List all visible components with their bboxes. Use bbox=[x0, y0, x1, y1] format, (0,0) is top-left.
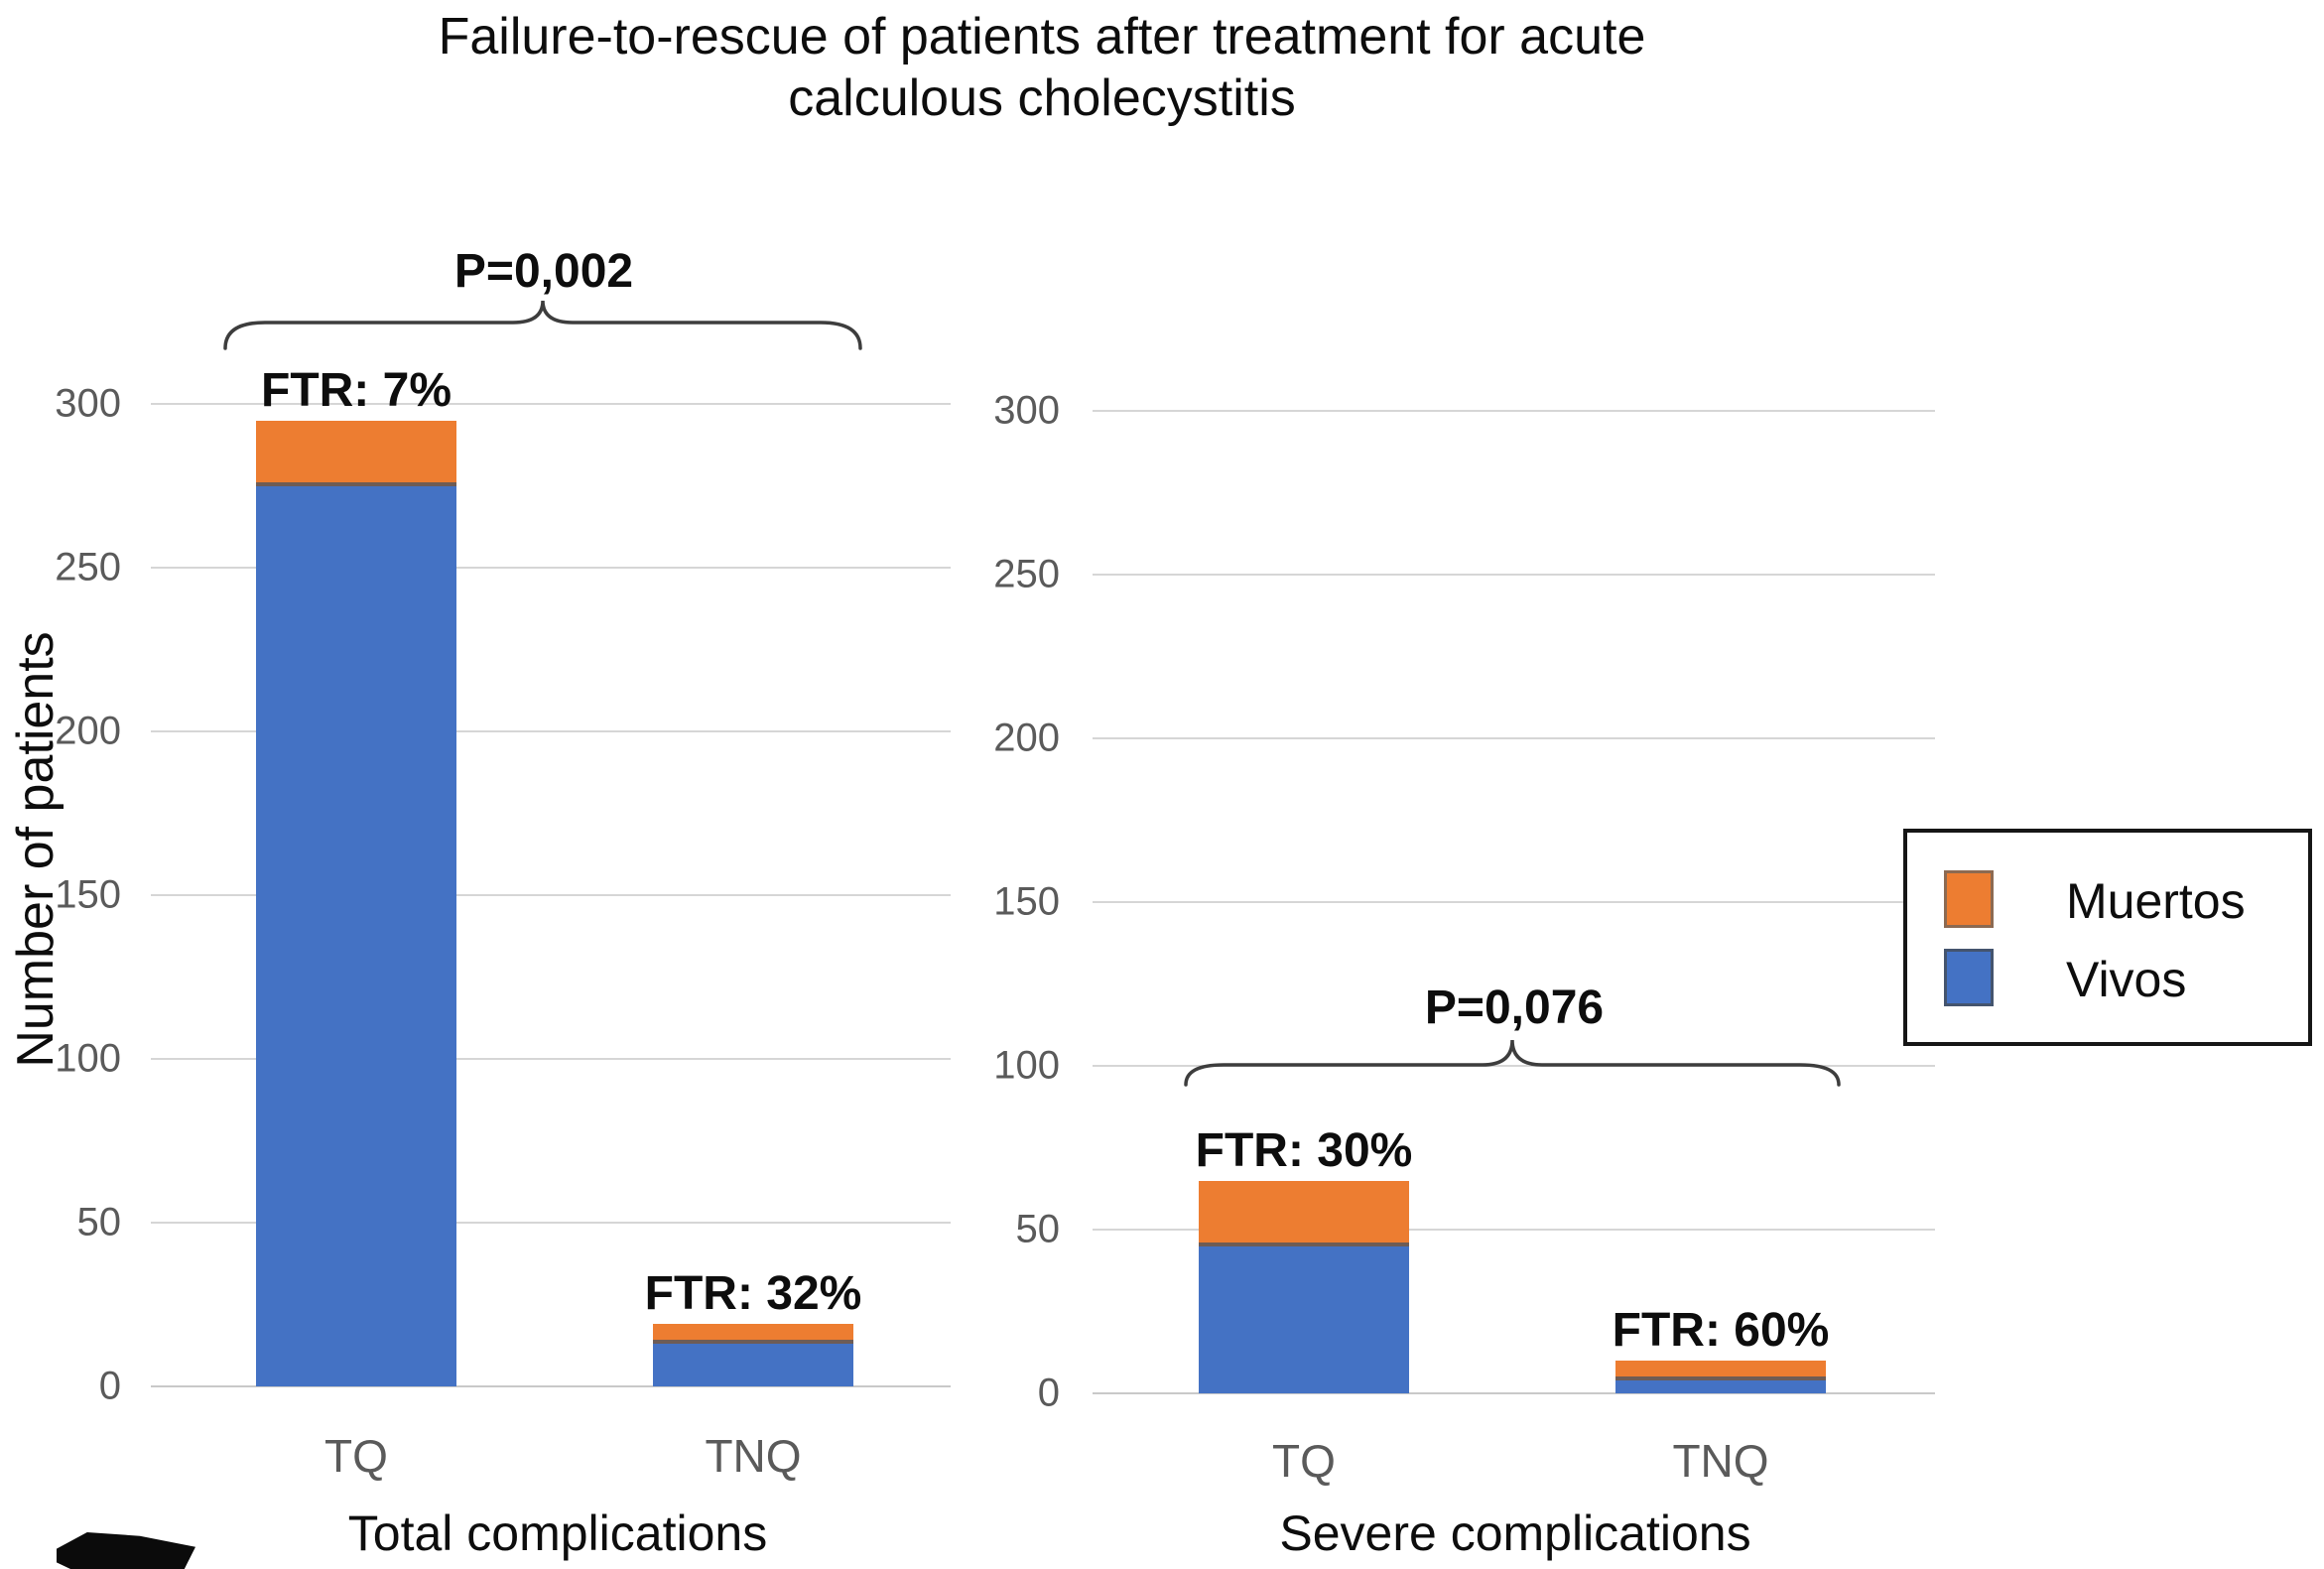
chart-title-line1: Failure-to-rescue of patients after trea… bbox=[438, 8, 1646, 65]
y-tick-label: 250 bbox=[55, 545, 121, 589]
bottom-left-ink-artifact bbox=[57, 1532, 195, 1569]
legend-swatch-vivos bbox=[1944, 949, 1994, 1006]
significance-brace-total bbox=[223, 300, 862, 350]
gridline-y50 bbox=[1093, 1229, 1935, 1231]
bar-tq-muertos-segment bbox=[256, 420, 456, 486]
bar-tnq-muertos-segment bbox=[1615, 1361, 1826, 1380]
y-tick-label: 250 bbox=[993, 552, 1060, 596]
legend-label-vivos: Vivos bbox=[2066, 952, 2187, 1007]
gridline-y0 bbox=[151, 1385, 951, 1387]
gridline-y200 bbox=[151, 730, 951, 732]
y-tick-label: 100 bbox=[993, 1043, 1060, 1088]
bar-tq-vivos-segment bbox=[256, 485, 456, 1386]
p-value-total: P=0,002 bbox=[453, 245, 634, 298]
x-category-label-tnq: TNQ bbox=[705, 1430, 802, 1482]
gridline-y250 bbox=[151, 567, 951, 569]
bar-tnq-muertos-segment bbox=[653, 1324, 853, 1345]
x-category-label-tq: TQ bbox=[1272, 1435, 1336, 1487]
ftr-annotation-tq: FTR: 7% bbox=[261, 363, 452, 417]
gridline-y300 bbox=[1093, 410, 1935, 412]
gridline-y0 bbox=[1093, 1392, 1935, 1394]
x-category-label-tnq: TNQ bbox=[1672, 1435, 1769, 1487]
chart-title: Failure-to-rescue of patients after trea… bbox=[248, 6, 1836, 129]
gridline-y100 bbox=[1093, 1065, 1935, 1067]
gridline-y150 bbox=[151, 894, 951, 896]
chart-title-line2: calculous cholecystitis bbox=[788, 69, 1296, 127]
y-tick-label: 300 bbox=[993, 388, 1060, 433]
ftr-annotation-tnq: FTR: 60% bbox=[1612, 1304, 1830, 1357]
ftr-annotation-tnq: FTR: 32% bbox=[644, 1267, 862, 1321]
p-value-severe: P=0,076 bbox=[1424, 981, 1605, 1034]
x-category-label-tq: TQ bbox=[324, 1430, 388, 1482]
y-tick-label: 100 bbox=[55, 1036, 121, 1081]
legend bbox=[1903, 829, 2312, 1046]
bar-tq-muertos-segment bbox=[1199, 1180, 1409, 1246]
y-tick-label: 150 bbox=[993, 879, 1060, 924]
y-tick-label: 150 bbox=[55, 872, 121, 917]
gridline-y100 bbox=[151, 1058, 951, 1060]
bar-tnq-vivos-segment bbox=[653, 1344, 853, 1386]
gridline-y150 bbox=[1093, 901, 1935, 903]
gridline-y300 bbox=[151, 403, 951, 405]
bar-tnq-vivos-segment bbox=[1615, 1379, 1826, 1393]
legend-label-muertos: Muertos bbox=[2066, 873, 2246, 929]
ftr-annotation-tq: FTR: 30% bbox=[1195, 1123, 1413, 1177]
gridline-y50 bbox=[151, 1222, 951, 1224]
y-tick-label: 300 bbox=[55, 381, 121, 426]
y-tick-label: 200 bbox=[993, 716, 1060, 760]
group-label-total: Total complications bbox=[347, 1505, 768, 1561]
y-tick-label: 0 bbox=[98, 1364, 121, 1408]
y-tick-label: 50 bbox=[1015, 1207, 1061, 1251]
gridline-y250 bbox=[1093, 574, 1935, 576]
bar-tq-vivos-segment bbox=[1199, 1245, 1409, 1393]
group-label-severe: Severe complications bbox=[1279, 1505, 1751, 1561]
y-tick-label: 200 bbox=[55, 709, 121, 753]
gridline-y200 bbox=[1093, 737, 1935, 739]
y-tick-label: 0 bbox=[1037, 1371, 1060, 1415]
y-tick-label: 50 bbox=[76, 1200, 122, 1244]
legend-swatch-muertos bbox=[1944, 870, 1994, 928]
significance-brace-severe bbox=[1184, 1039, 1841, 1087]
